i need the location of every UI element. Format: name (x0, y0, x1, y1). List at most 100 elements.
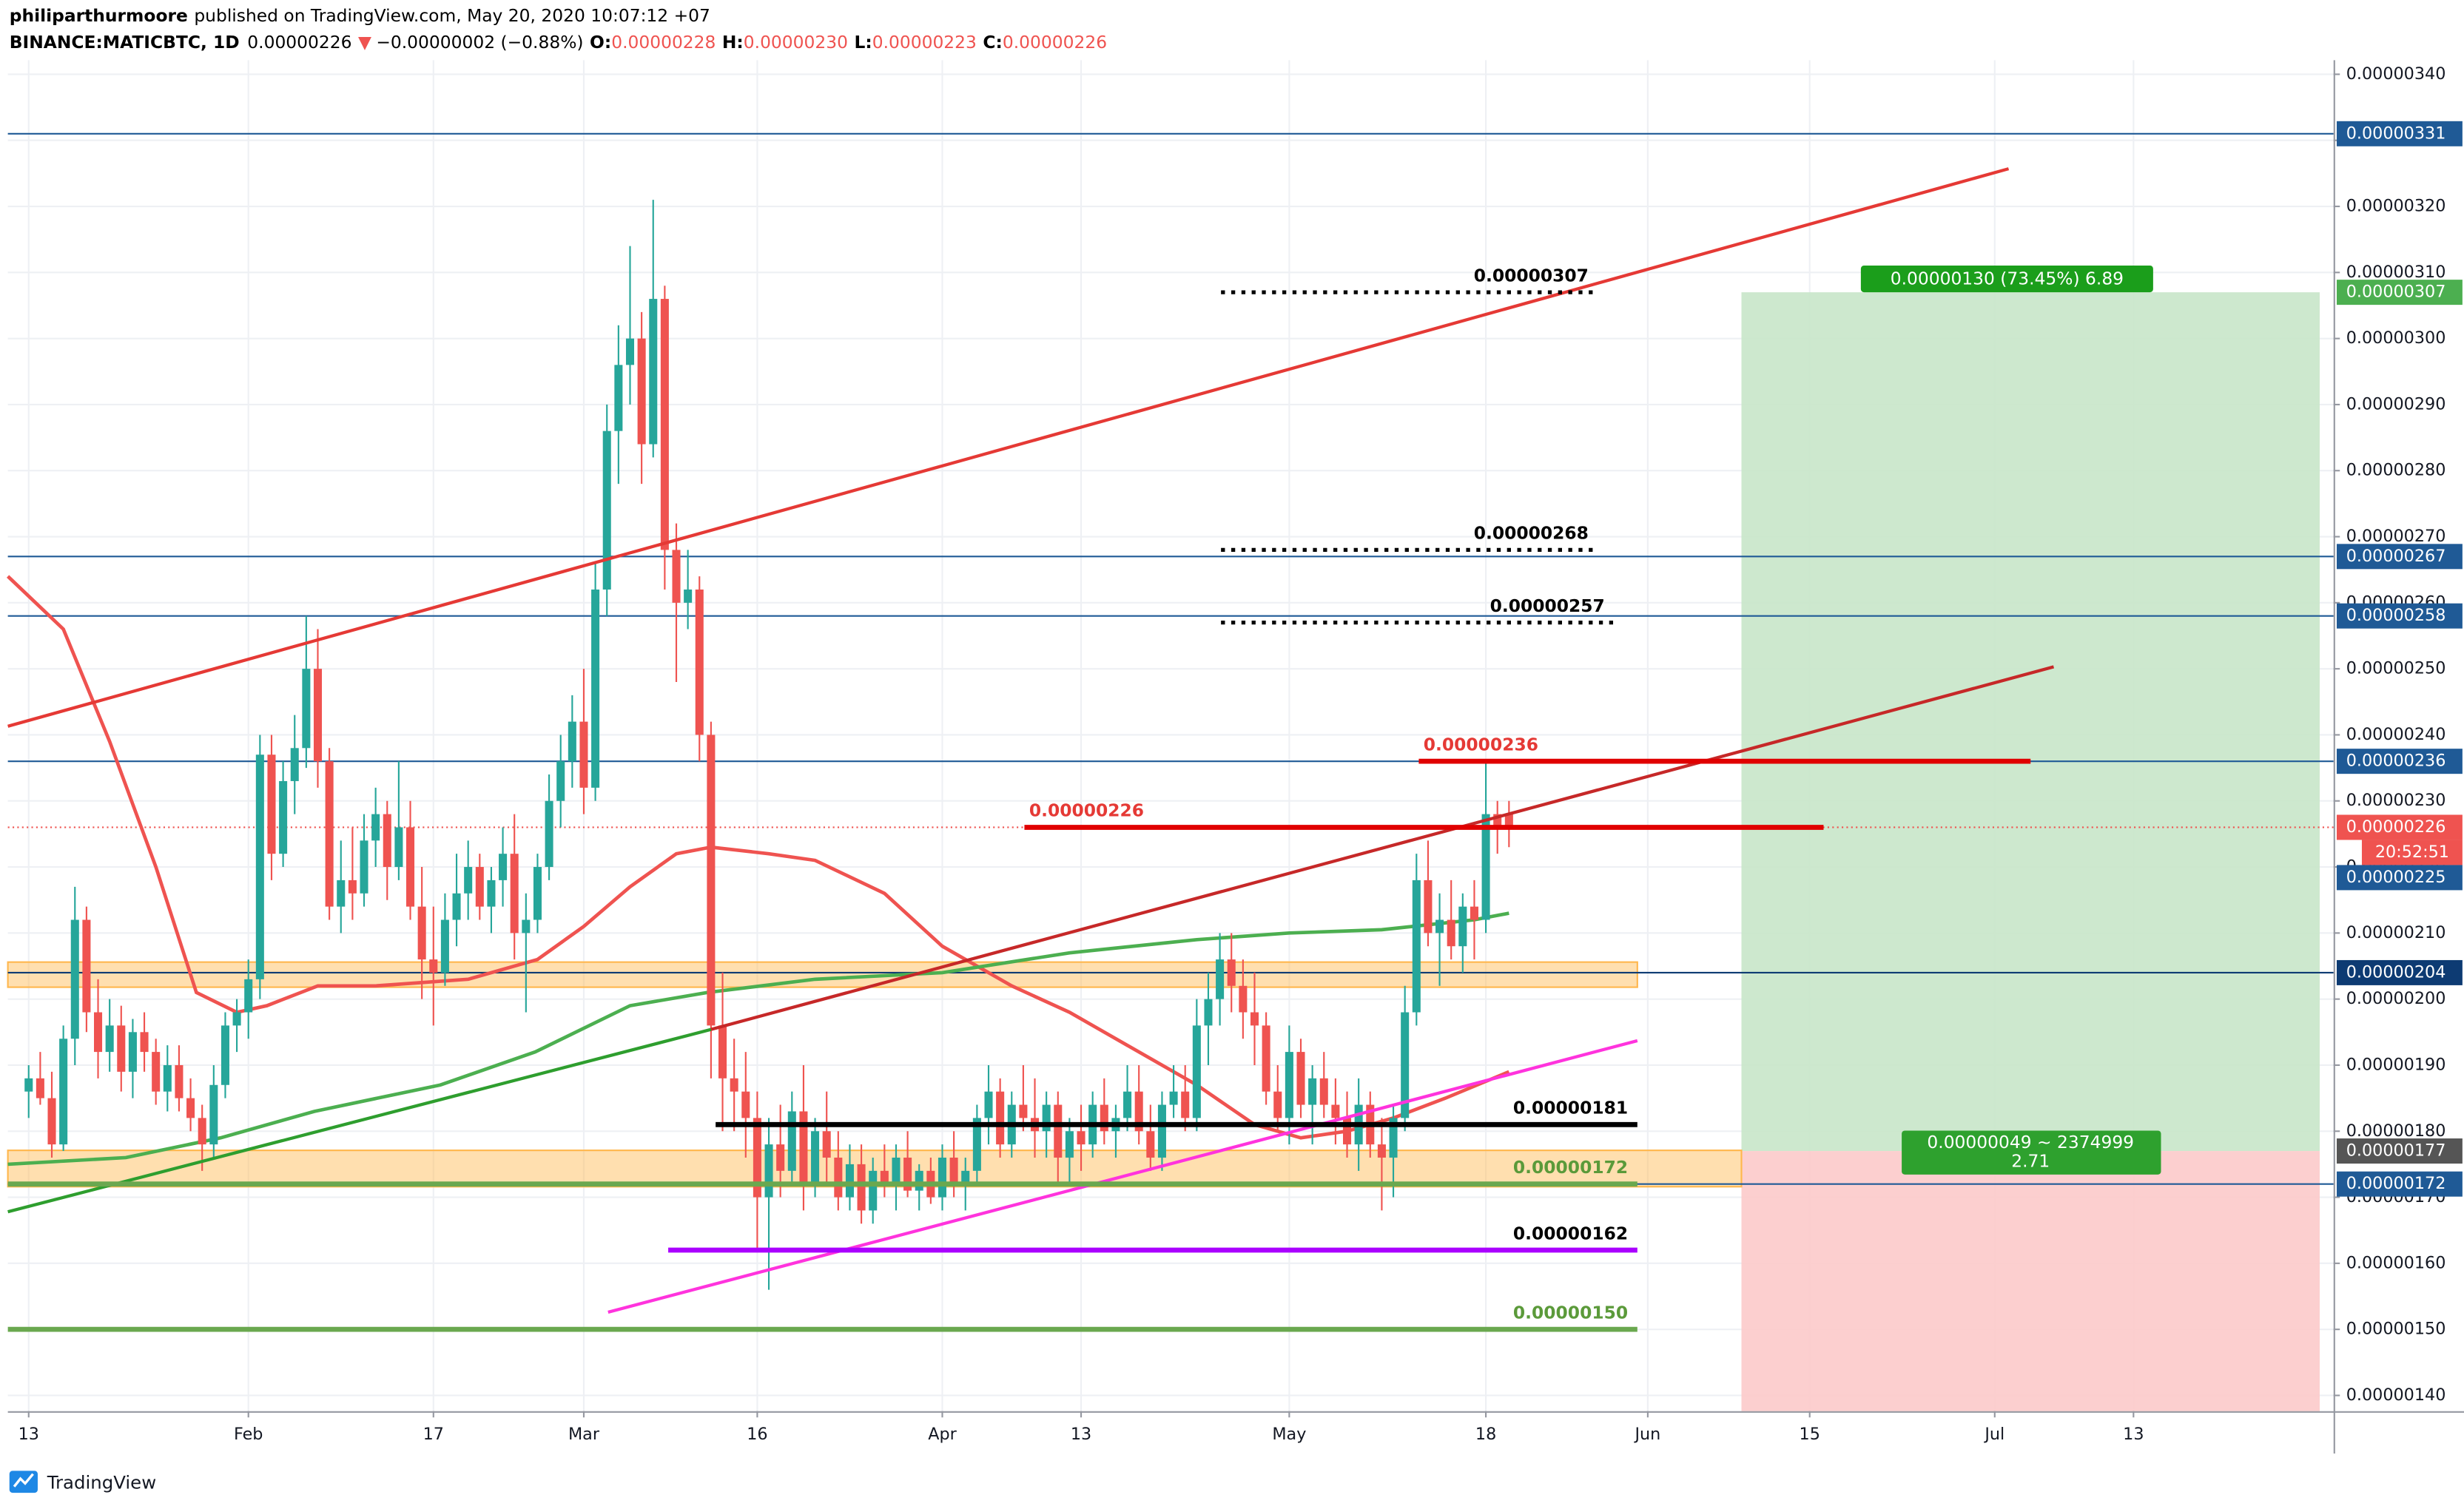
candle-body (510, 854, 519, 934)
y-tick-label: 0.00000320 (2346, 197, 2446, 216)
candle-body (1389, 1118, 1398, 1158)
candle-body (1169, 1091, 1178, 1105)
x-tick-label: 15 (1800, 1425, 1820, 1444)
candle-body (1308, 1078, 1317, 1105)
level-label: 0.00000181 (1513, 1098, 1628, 1118)
candle-body (475, 867, 484, 907)
published-line: philiparthurmoore published on TradingVie… (10, 4, 710, 25)
candle-body (1470, 906, 1478, 920)
candle-body (834, 1157, 843, 1198)
y-tick-label: 0.00000200 (2346, 989, 2446, 1008)
x-tick-label: 13 (18, 1425, 39, 1444)
candle-body (1493, 814, 1502, 828)
risk-reward: 2.71 (2011, 1150, 2050, 1171)
ohlc-key: C: (983, 31, 1003, 52)
candle-body (695, 589, 704, 735)
price-label: 0.00000236 (2346, 752, 2446, 771)
candle-body (499, 854, 508, 880)
footer-logo: TradingView (9, 1471, 156, 1493)
candle-body (660, 299, 669, 550)
candle-body (360, 840, 368, 894)
candle-body (440, 919, 449, 973)
target-label: 0.00000130 (73.45%) 6.89 (1891, 269, 2124, 289)
candle-body (244, 979, 253, 1013)
candle-body (776, 1144, 785, 1171)
candle-body (279, 780, 288, 854)
candle-body (175, 1064, 184, 1098)
x-tick-label: 13 (2123, 1425, 2144, 1444)
y-tick-label: 0.00000340 (2346, 64, 2446, 84)
level-label: 0.00000162 (1513, 1223, 1628, 1243)
candle-body (915, 1170, 923, 1191)
candle-body (1296, 1052, 1305, 1105)
change-arrow: ▼ (358, 31, 371, 52)
level-label: 0.00000268 (1474, 523, 1589, 544)
candle-body (892, 1157, 901, 1184)
candle-body (313, 669, 323, 762)
candle-body (1100, 1104, 1108, 1132)
candle-body (1077, 1131, 1085, 1145)
price-label-bg (2336, 865, 2463, 891)
candle-body (337, 880, 346, 907)
countdown: 20:52:51 (2375, 843, 2449, 862)
price-label: 0.00000226 (2346, 817, 2446, 837)
x-tick-label: May (1272, 1425, 1306, 1444)
ohlc-value: 0.00000223 (872, 31, 977, 52)
price-label: 0.00000225 (2346, 868, 2446, 887)
y-tick-label: 0.00000230 (2346, 791, 2446, 810)
candle-body (1401, 1012, 1410, 1118)
price-label-bg (2336, 814, 2463, 840)
candle-body (464, 867, 473, 894)
candle-body (625, 338, 635, 365)
x-tick-label: Feb (234, 1425, 263, 1444)
logo-glyph (13, 1473, 34, 1488)
x-tick-label: Jun (1633, 1425, 1660, 1444)
candle-body (579, 721, 588, 788)
candle-body (556, 761, 565, 801)
candle-body (198, 1118, 206, 1145)
candle-body (1134, 1091, 1143, 1132)
candle-body (1192, 1025, 1201, 1118)
candle-body (221, 1025, 229, 1085)
candle-body (591, 589, 600, 788)
candle-body (290, 748, 299, 781)
level-label: 0.00000226 (1029, 800, 1144, 821)
candle-body (845, 1164, 854, 1198)
price-label-bg (2336, 280, 2463, 305)
candle-body (1424, 880, 1433, 934)
candle-body (70, 919, 79, 1039)
author: philiparthurmoore (10, 4, 188, 25)
candle-body (255, 754, 264, 979)
y-tick-label: 0.00000210 (2346, 923, 2446, 942)
zone (7, 961, 1638, 988)
x-tick-label: 17 (423, 1425, 444, 1444)
price-label-bg (2336, 1138, 2463, 1164)
candle-body (140, 1032, 149, 1053)
candle-body (82, 919, 91, 1013)
stop-label: 0.00000049 ~ 2374999 (1927, 1132, 2134, 1152)
candle-body (984, 1091, 993, 1118)
x-tick-label: 16 (747, 1425, 767, 1444)
candle-body (417, 906, 426, 960)
candle-body (1146, 1131, 1155, 1158)
level-label: 0.00000307 (1474, 265, 1589, 286)
stop-label-bg (1902, 1130, 2161, 1175)
candle-body (1412, 880, 1421, 1013)
level-label: 0.00000236 (1424, 734, 1538, 754)
candle-body (1216, 959, 1225, 999)
last-price: 0.00000226 (247, 31, 351, 52)
ohlc-key: L: (854, 31, 872, 52)
candle-body (209, 1084, 218, 1145)
candle-body (1377, 1144, 1386, 1158)
x-tick-label: Apr (928, 1425, 957, 1444)
candle-body (1065, 1131, 1074, 1158)
candle-body (1054, 1104, 1063, 1158)
countdown-bg (2361, 840, 2463, 865)
candle-body (452, 893, 461, 920)
candle-body (718, 1025, 727, 1078)
moving-average (7, 911, 1509, 1167)
change: −0.00000002 (−0.88%) (376, 31, 583, 52)
candle-body (94, 1012, 103, 1053)
loss-zone (1741, 1151, 2320, 1411)
